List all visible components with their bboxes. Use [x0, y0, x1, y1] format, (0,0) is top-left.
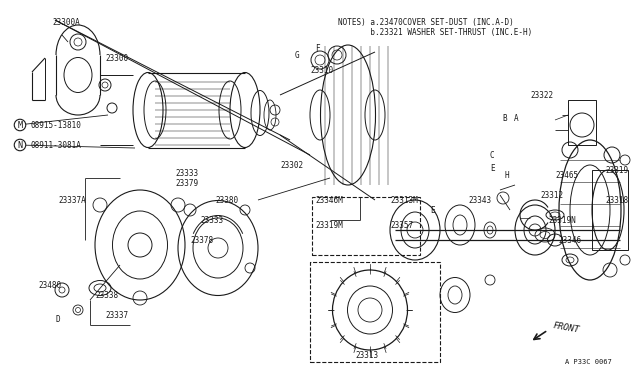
Text: 23310: 23310 — [310, 65, 333, 74]
Bar — [312, 197, 420, 255]
Text: 23346: 23346 — [558, 235, 581, 244]
Text: 23319N: 23319N — [548, 215, 576, 224]
Text: 23313M: 23313M — [390, 196, 418, 205]
Text: 23318: 23318 — [605, 196, 628, 205]
Text: B: B — [502, 113, 507, 122]
Text: 23379: 23379 — [175, 179, 198, 187]
Text: 23312: 23312 — [540, 190, 563, 199]
Text: b.23321 WASHER SET-THRUST (INC.E-H): b.23321 WASHER SET-THRUST (INC.E-H) — [338, 28, 532, 37]
Text: 23357: 23357 — [390, 221, 413, 230]
Text: 23338: 23338 — [95, 291, 118, 299]
Text: 23337: 23337 — [105, 311, 128, 320]
Text: A: A — [514, 113, 518, 122]
Text: E: E — [430, 205, 435, 215]
Text: 08915-13810: 08915-13810 — [30, 121, 81, 129]
Text: H: H — [505, 170, 509, 180]
Bar — [592, 170, 628, 250]
Text: 23302: 23302 — [280, 160, 303, 170]
Bar — [568, 100, 596, 145]
Text: 23333: 23333 — [200, 215, 223, 224]
Text: 23319: 23319 — [605, 166, 628, 174]
Text: NOTES) a.23470COVER SET-DUST (INC.A-D): NOTES) a.23470COVER SET-DUST (INC.A-D) — [338, 18, 514, 27]
Text: D: D — [55, 315, 60, 324]
Text: F: F — [315, 44, 319, 52]
Text: A P33C 0067: A P33C 0067 — [565, 359, 612, 365]
Text: 08911-3081A: 08911-3081A — [30, 141, 81, 150]
Bar — [310, 262, 440, 362]
Text: 23300A: 23300A — [52, 17, 80, 26]
Text: 23313: 23313 — [355, 350, 378, 359]
Text: 23380: 23380 — [215, 196, 238, 205]
Text: 23378: 23378 — [190, 235, 213, 244]
Text: 23319M: 23319M — [315, 221, 343, 230]
Text: M: M — [17, 121, 22, 129]
Text: E: E — [490, 164, 495, 173]
Text: 23337A: 23337A — [58, 196, 86, 205]
Text: C: C — [490, 151, 495, 160]
Text: N: N — [17, 141, 22, 150]
Text: FRONT: FRONT — [552, 321, 580, 335]
Text: 23343: 23343 — [468, 196, 491, 205]
Text: 23480: 23480 — [38, 280, 61, 289]
Text: 23322: 23322 — [530, 90, 553, 99]
Text: 23465: 23465 — [555, 170, 578, 180]
Text: 23300: 23300 — [105, 54, 128, 62]
Text: 23346M: 23346M — [315, 196, 343, 205]
Text: G: G — [295, 51, 300, 60]
Text: 23333: 23333 — [175, 169, 198, 177]
